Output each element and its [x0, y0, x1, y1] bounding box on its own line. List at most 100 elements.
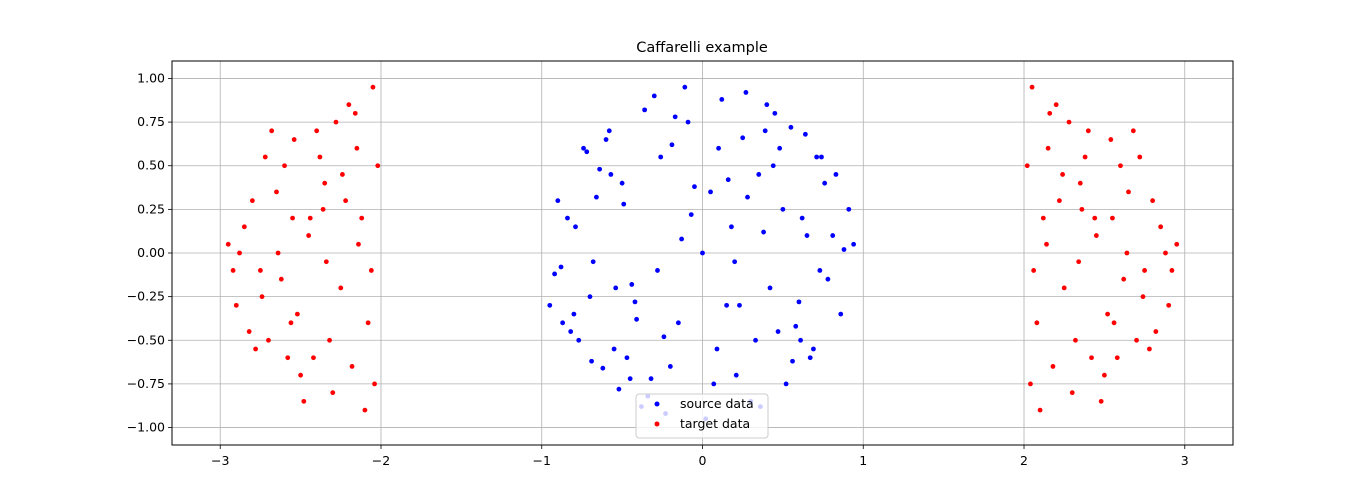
- source-data-point: [846, 206, 852, 212]
- source-data-point: [775, 329, 781, 334]
- source-data-point: [589, 358, 594, 364]
- source-data-point: [679, 236, 685, 242]
- target-data-point: [340, 172, 345, 177]
- target-data-point: [362, 407, 368, 413]
- target-data-point: [1079, 206, 1085, 212]
- target-data-point: [352, 110, 358, 116]
- legend-label-source: source data: [680, 396, 754, 411]
- source-data-point: [851, 241, 857, 247]
- source-data-point: [819, 154, 824, 160]
- source-data-point: [732, 259, 738, 265]
- source-data-point: [606, 128, 612, 134]
- source-data-point: [830, 233, 836, 238]
- target-data-point: [1137, 154, 1143, 160]
- source-data-point: [611, 346, 617, 352]
- source-data-point: [780, 206, 786, 212]
- target-data-point: [365, 320, 371, 326]
- target-data-point: [249, 198, 255, 204]
- x-tick-label: 2: [1020, 453, 1028, 468]
- axis-ticks: −3 −2 −1 0 1 2 3 1.00 0.75 0.50 0.25 0.00 −0.25 −0.50…: [127, 70, 1189, 468]
- target-data-point: [1142, 268, 1147, 273]
- target-data-point: [1110, 215, 1115, 221]
- grid-lines: [172, 61, 1233, 445]
- source-data-point: [568, 329, 574, 334]
- x-tick-label: −3: [211, 453, 229, 468]
- target-data-point: [314, 128, 320, 134]
- target-data-point: [1150, 198, 1156, 204]
- source-data-point: [632, 299, 638, 305]
- target-data-point: [317, 154, 323, 160]
- source-data-point: [719, 97, 725, 102]
- target-data-point: [1085, 128, 1091, 134]
- target-data-point: [320, 206, 326, 212]
- source-data-point: [814, 154, 820, 160]
- source-data-point: [761, 229, 766, 235]
- target-data-point: [291, 137, 297, 142]
- target-data-point: [266, 337, 271, 343]
- source-data-point: [807, 355, 813, 361]
- target-data-point: [343, 198, 349, 204]
- source-data-point: [571, 311, 577, 317]
- target-data-point: [1153, 329, 1159, 334]
- source-data-point: [692, 184, 697, 190]
- target-data-point: [1061, 285, 1067, 291]
- source-data-point: [669, 142, 675, 148]
- source-data-point: [783, 381, 789, 387]
- y-tick-label: 0.75: [137, 114, 165, 129]
- target-data-point: [1098, 398, 1104, 404]
- target-data-point: [1158, 224, 1164, 230]
- source-data-point: [716, 145, 721, 151]
- target-data-point: [275, 250, 281, 256]
- legend-box: [635, 393, 769, 439]
- target-data-point: [282, 163, 287, 169]
- target-data-point: [1134, 337, 1139, 343]
- target-data-point: [354, 145, 360, 151]
- source-data-point: [624, 355, 630, 361]
- source-data-point: [613, 285, 619, 291]
- target-data-point: [1053, 102, 1059, 108]
- target-data-point: [1147, 346, 1152, 352]
- target-data-point: [246, 329, 252, 334]
- target-data-point: [1111, 320, 1117, 326]
- target-data-point: [333, 119, 339, 125]
- source-data-point: [700, 250, 705, 256]
- target-data-point: [233, 302, 239, 308]
- source-data-point: [822, 180, 828, 186]
- target-data-point: [225, 241, 231, 247]
- target-data-point: [322, 180, 328, 186]
- target-data-point: [1093, 233, 1099, 238]
- target-data-point: [356, 241, 361, 247]
- source-data-point: [733, 372, 739, 378]
- target-data-point: [372, 381, 377, 387]
- source-data-point: [825, 276, 831, 282]
- target-data-point: [285, 355, 291, 361]
- source-data-point: [576, 337, 582, 343]
- x-tick-label: 3: [1181, 453, 1189, 468]
- target-data-point: [1056, 198, 1062, 204]
- source-data-point: [745, 194, 750, 200]
- source-data-point: [565, 215, 570, 221]
- source-data-point: [767, 285, 773, 291]
- source-data-point: [619, 180, 625, 186]
- source-data-point: [621, 201, 627, 207]
- source-data-point: [724, 302, 730, 308]
- target-data-point: [1044, 241, 1049, 247]
- target-data-point: [1037, 407, 1043, 413]
- source-data-point: [714, 346, 720, 352]
- target-data-point: [349, 364, 355, 369]
- source-data-point: [688, 212, 694, 218]
- target-data-point: [1028, 381, 1033, 387]
- x-tick-label: −1: [533, 453, 551, 468]
- target-data-point: [1108, 137, 1114, 142]
- legend: source data target data: [635, 393, 769, 439]
- target-data-point: [368, 268, 374, 273]
- y-tick-label: 0.00: [137, 245, 165, 260]
- target-data-point: [307, 215, 313, 221]
- x-tick-label: 0: [699, 453, 707, 468]
- source-data-point: [788, 124, 794, 130]
- target-data-point: [1069, 390, 1075, 396]
- source-data-point: [772, 110, 778, 116]
- target-data-point: [1124, 250, 1130, 256]
- target-data-point: [1040, 215, 1046, 221]
